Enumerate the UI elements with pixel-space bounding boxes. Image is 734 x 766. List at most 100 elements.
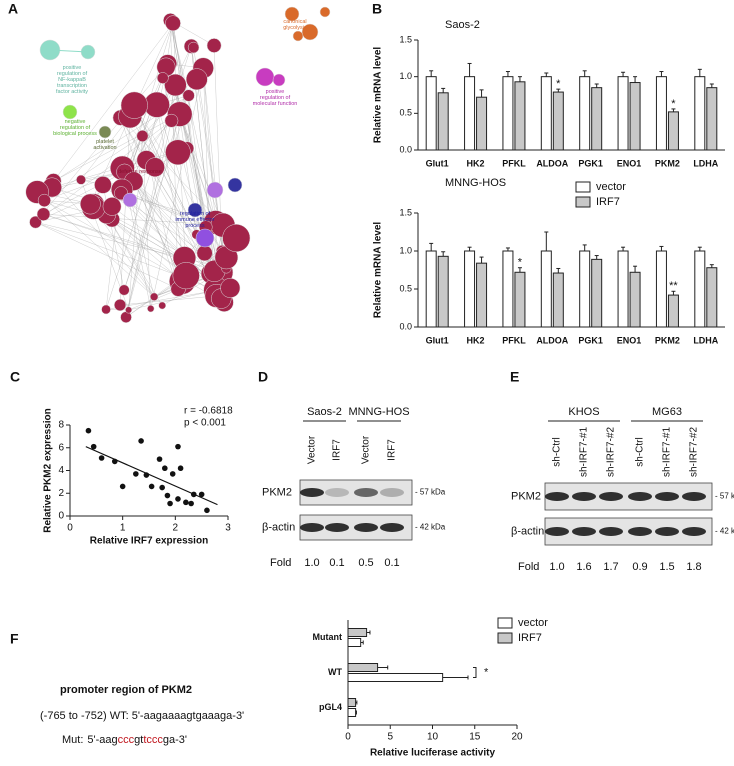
blot-band bbox=[545, 492, 569, 501]
bar bbox=[514, 81, 526, 151]
network-node bbox=[195, 228, 215, 248]
network-node bbox=[301, 23, 319, 41]
promoter-wt: (-765 to -752) WT: 5'-aagaaaagtgaaaga-3' bbox=[40, 710, 244, 722]
network-node bbox=[165, 139, 191, 166]
network-node bbox=[206, 181, 224, 199]
network-node bbox=[37, 193, 51, 207]
panel-letter: B bbox=[372, 1, 382, 17]
lane-label: sh-Ctrl bbox=[552, 437, 563, 466]
row-label: β-actin bbox=[262, 521, 295, 533]
x-tick-label: PFKL bbox=[502, 335, 526, 345]
size-label: - 57 kDa bbox=[715, 492, 734, 501]
network-node bbox=[145, 157, 165, 178]
x-tick-label: 5 bbox=[387, 732, 393, 743]
bar bbox=[502, 76, 514, 151]
network-node bbox=[220, 278, 241, 298]
blot-band bbox=[354, 523, 378, 532]
x-tick-label: 10 bbox=[427, 732, 439, 743]
fold-label: Fold bbox=[518, 561, 539, 573]
bar bbox=[629, 271, 641, 328]
blot-band bbox=[628, 492, 652, 501]
network-node bbox=[272, 73, 286, 87]
x-tick-label: PGK1 bbox=[578, 335, 603, 345]
x-tick-label: HK2 bbox=[467, 335, 485, 345]
network-node bbox=[164, 73, 187, 97]
network-label: canonical glycolysis bbox=[283, 19, 307, 31]
bar bbox=[579, 250, 591, 328]
panel-letter: F bbox=[10, 631, 19, 647]
network: positive regulation of NF-kappaB transcript… bbox=[25, 6, 331, 323]
size-label: - 42 kDa bbox=[415, 523, 446, 532]
y-tick-label: 6 bbox=[58, 442, 64, 453]
y-tick-label: 8 bbox=[58, 420, 64, 431]
bar bbox=[706, 267, 718, 328]
y-tick-label: 0 bbox=[58, 511, 64, 522]
network-node bbox=[150, 292, 159, 301]
legend-swatch bbox=[575, 181, 591, 193]
significance: * bbox=[671, 98, 676, 110]
network-label: positive regulation of molecular function bbox=[253, 89, 298, 107]
x-tick-label: 1 bbox=[120, 523, 126, 534]
group-label: MNNG-HOS bbox=[348, 406, 409, 418]
point bbox=[188, 500, 194, 507]
bar bbox=[514, 271, 526, 328]
fold-value: 1.0 bbox=[549, 561, 564, 573]
fold-value: 1.7 bbox=[603, 561, 618, 573]
x-tick-label: ENO1 bbox=[617, 335, 642, 345]
network-node bbox=[80, 193, 101, 215]
point bbox=[138, 438, 144, 444]
network-node bbox=[206, 38, 222, 53]
point bbox=[85, 427, 92, 434]
network-node bbox=[255, 67, 275, 87]
bar bbox=[706, 87, 718, 151]
bar bbox=[476, 262, 488, 328]
x-tick-label: Glut1 bbox=[426, 158, 449, 168]
bar bbox=[579, 76, 591, 151]
point bbox=[90, 443, 97, 450]
significance: ** bbox=[669, 280, 678, 292]
x-tick-label: ENO1 bbox=[617, 158, 642, 168]
blot-band bbox=[572, 527, 596, 536]
promoter-mut: Mut: 5'-aagcccgttcccga-3' bbox=[62, 734, 187, 746]
network-node bbox=[187, 202, 203, 218]
annotation: r = -0.6818 bbox=[184, 406, 233, 417]
bar bbox=[347, 708, 357, 717]
legend-swatch bbox=[497, 632, 513, 644]
lane-label: sh-IRF7-#2 bbox=[606, 427, 617, 477]
chart-title: Saos-2 bbox=[445, 19, 480, 31]
network-node bbox=[120, 91, 148, 119]
x-tick-label: 15 bbox=[469, 732, 481, 743]
bar bbox=[617, 250, 629, 328]
network-node bbox=[319, 6, 331, 18]
network-edge bbox=[119, 116, 131, 306]
legend-label: IRF7 bbox=[596, 196, 620, 208]
network-node bbox=[227, 177, 243, 193]
row-label: β-actin bbox=[511, 525, 544, 537]
x-tick-label: PFKL bbox=[502, 158, 526, 168]
network-node bbox=[187, 41, 200, 54]
network-node bbox=[98, 125, 112, 139]
bar bbox=[347, 663, 379, 672]
network-node bbox=[172, 262, 200, 290]
network-node bbox=[118, 284, 130, 296]
point bbox=[175, 496, 181, 502]
bar bbox=[552, 91, 564, 151]
point bbox=[175, 443, 181, 450]
bar bbox=[591, 258, 603, 328]
group-label: Saos-2 bbox=[307, 406, 342, 418]
point bbox=[167, 500, 173, 507]
y-tick-label: 2 bbox=[58, 488, 64, 499]
point bbox=[98, 455, 105, 461]
network-node bbox=[158, 301, 167, 310]
network-node bbox=[284, 6, 300, 22]
legend-label: vector bbox=[596, 181, 626, 193]
x-tick-label: 3 bbox=[225, 523, 231, 534]
blot-band bbox=[325, 488, 349, 497]
lane-label: sh-Ctrl bbox=[635, 437, 646, 466]
point bbox=[204, 507, 210, 514]
point bbox=[169, 471, 176, 477]
lane-label: IRF7 bbox=[332, 439, 343, 461]
point bbox=[148, 483, 155, 490]
size-label: - 42 kDa bbox=[715, 527, 734, 536]
